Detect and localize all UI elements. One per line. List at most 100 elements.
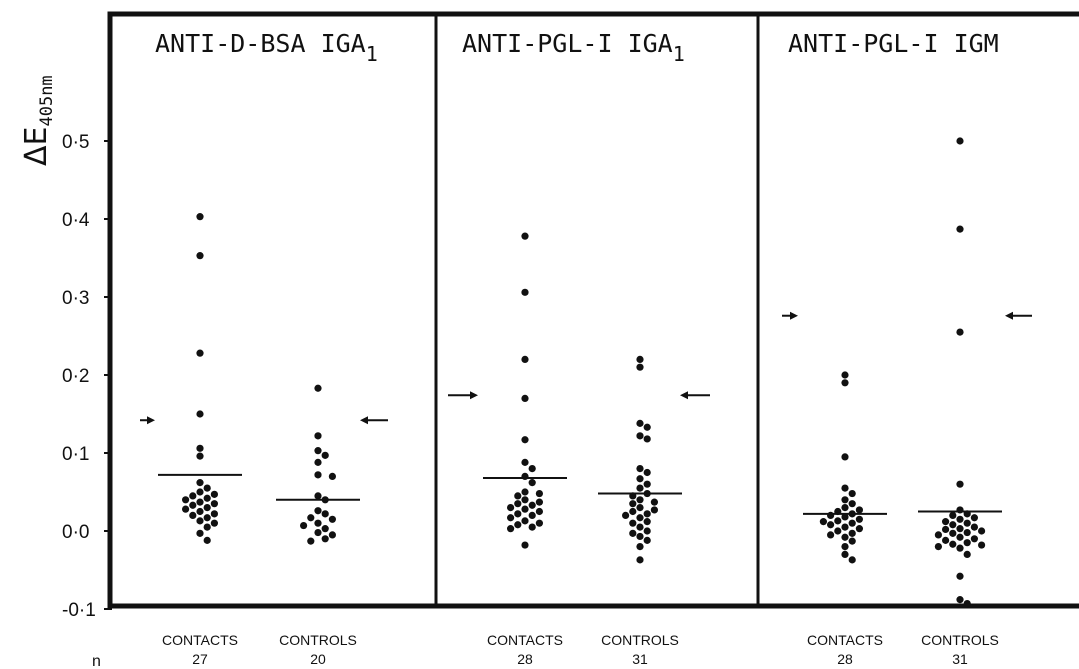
data-point [521,517,529,525]
data-point [321,525,329,533]
data-point [314,471,322,479]
data-point [203,504,211,512]
data-point [848,500,856,508]
cutoff-arrowhead-right [1005,311,1013,320]
y-tick-label: -0·1 [62,600,96,621]
data-point [841,550,849,559]
data-point [210,519,218,527]
data-point [841,513,849,521]
n-label: n [92,653,101,669]
data-point [629,529,637,537]
y-tick-label: 0·0 [62,522,89,543]
data-point [196,498,204,506]
data-point [970,535,979,543]
data-point [314,458,322,466]
data-point [934,531,943,539]
data-point [934,543,943,551]
cutoff-arrowhead-left [147,416,155,425]
data-point [203,484,211,492]
data-point [636,475,644,483]
data-point [328,531,336,539]
data-point [834,517,842,525]
data-point [196,488,204,496]
data-point [848,556,856,564]
data-point [307,537,315,545]
y-tick-label: 0·5 [62,132,89,153]
data-point [528,465,536,473]
cutoff-arrowhead-left [470,391,478,400]
data-point [528,479,536,487]
group-n: 20 [310,651,326,667]
cutoff-arrowhead-right [680,391,688,400]
data-point [636,419,644,427]
y-tick-label: 0·1 [62,444,89,465]
panel-3: ANTI-PGL-I IGM CONTACTS 28 CONTROLS 31 [782,29,1032,667]
data-point [629,519,637,527]
data-point [643,480,651,488]
data-point [636,484,644,492]
data-point [643,423,651,431]
data-point [963,550,971,559]
panel-title-text: ANTI-D-BSA IGA [155,29,366,58]
data-point [314,519,322,527]
data-point [535,519,544,527]
data-point [210,510,218,518]
data-point [189,501,197,509]
data-point [636,465,644,473]
data-point [949,529,957,537]
data-point [314,447,322,455]
panel-title: ANTI-D-BSA IGA1 [155,29,378,66]
group-label: CONTROLS [601,632,679,648]
data-point [196,529,204,537]
panel-title-subscript: 1 [673,42,685,66]
panel-1: ANTI-D-BSA IGA1 CONTACTS 27 CONTROLS 20 [140,29,388,667]
data-point [535,507,544,516]
data-point [629,500,637,508]
data-point [314,492,322,500]
data-point [528,511,536,519]
data-point [189,511,197,519]
group-n: 28 [837,651,853,667]
cutoff-arrowhead-right [360,416,368,425]
data-point [963,519,971,527]
data-point [196,452,204,460]
data-point [970,523,979,531]
y-tick-label: 0·4 [62,210,90,231]
data-point [970,514,979,522]
data-point [956,572,964,580]
data-point [827,531,835,539]
y-axis-label-subscript: 405nm [37,75,57,126]
panel-title: ANTI-PGL-I IGA1 [462,29,685,66]
data-point [196,517,204,525]
panel-title-text: ANTI-PGL-I IGA [462,29,673,58]
y-tick-label: 0·2 [62,366,89,387]
data-point [942,536,950,544]
data-point [328,472,336,480]
data-point [841,371,849,379]
data-point [521,496,529,504]
group-n: 28 [517,651,533,667]
data-point [949,521,957,529]
data-point [956,544,964,552]
y-axis-label: ΔE405nm [19,75,57,166]
data-point [956,533,964,541]
data-point [514,510,522,518]
data-point [321,535,329,543]
data-point [622,511,630,519]
data-point [636,504,644,512]
data-point [203,514,211,522]
data-point [841,453,849,461]
data-point [841,496,849,504]
data-point [636,514,644,522]
data-point [521,394,529,402]
data-point [963,539,971,547]
y-axis-label-main: ΔE [19,127,54,166]
data-point [521,505,529,513]
data-point [834,527,842,535]
data-point [848,489,856,498]
data-point [978,527,986,535]
data-point [314,384,322,392]
group-label: CONTROLS [279,632,357,648]
data-point [848,537,856,545]
panel-2: ANTI-PGL-I IGA1 CONTACTS 28 CONTROLS 31 [448,29,710,667]
